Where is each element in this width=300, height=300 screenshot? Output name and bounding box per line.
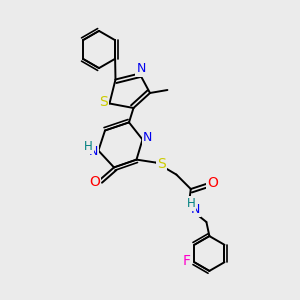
Text: F: F xyxy=(183,254,191,268)
Text: O: O xyxy=(207,176,218,190)
Text: H: H xyxy=(186,196,195,210)
Text: S: S xyxy=(99,95,108,109)
Text: N: N xyxy=(143,130,153,144)
Text: N: N xyxy=(136,62,146,76)
Text: N: N xyxy=(88,145,98,158)
Text: O: O xyxy=(89,175,100,188)
Text: H: H xyxy=(84,140,93,153)
Text: N: N xyxy=(190,202,200,216)
Text: S: S xyxy=(157,157,166,170)
